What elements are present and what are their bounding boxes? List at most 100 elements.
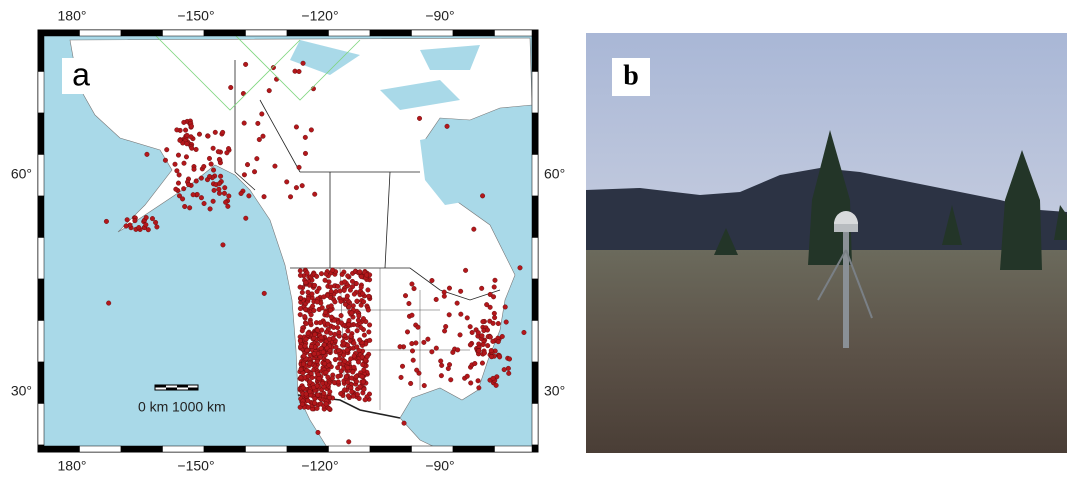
station-dot <box>299 367 304 372</box>
station-dot <box>316 430 321 435</box>
station-dot <box>327 395 332 400</box>
station-dot <box>485 343 490 348</box>
frame-tick <box>38 30 44 72</box>
frame-tick <box>38 321 44 363</box>
frame-tick <box>370 30 412 36</box>
station-dot <box>300 183 305 188</box>
station-dot <box>470 330 475 335</box>
station-dot <box>309 128 314 133</box>
station-dot <box>243 62 248 67</box>
station-dot <box>426 337 431 342</box>
station-dot <box>485 328 490 333</box>
station-dot <box>476 330 481 335</box>
station-dot <box>480 361 485 366</box>
frame-tick <box>80 30 122 36</box>
station-dot <box>500 334 505 339</box>
station-dot <box>339 321 344 326</box>
station-dot <box>357 314 362 319</box>
station-dot <box>309 312 314 317</box>
station-dot <box>163 158 168 163</box>
station-dot <box>458 289 463 294</box>
station-dot <box>326 375 331 380</box>
lon-label: −150° <box>177 458 214 474</box>
station-dot <box>338 289 343 294</box>
station-dot <box>322 295 327 300</box>
station-dot <box>354 379 359 384</box>
station-dot <box>184 155 189 160</box>
station-dot <box>442 329 447 334</box>
station-dot <box>298 312 303 317</box>
station-dot <box>346 394 351 399</box>
station-dot <box>496 339 501 344</box>
station-dot <box>328 285 333 290</box>
station-dot <box>321 350 326 355</box>
station-dot <box>491 321 496 326</box>
lon-label: −120° <box>301 458 338 474</box>
lat-label: 30° <box>11 383 32 399</box>
station-dot <box>271 65 276 70</box>
station-dot <box>226 146 231 151</box>
station-dot <box>320 305 325 310</box>
station-dot <box>314 274 319 279</box>
station-dot <box>465 316 470 321</box>
station-dot <box>455 348 460 353</box>
station-dot <box>491 295 496 300</box>
figure: a 0 km 1000 km 180°−150°−120°−90°180°−15… <box>0 0 1067 478</box>
panel-label: a <box>72 56 90 92</box>
frame-tick <box>163 446 205 452</box>
station-dot <box>451 350 456 355</box>
station-dot <box>336 374 341 379</box>
station-dot <box>211 199 216 204</box>
frame-tick <box>532 279 538 321</box>
station-dot <box>410 282 415 287</box>
station-dot <box>330 268 335 273</box>
station-dot <box>315 300 320 305</box>
station-dot <box>354 374 359 379</box>
station-dot <box>220 130 225 135</box>
station-dot <box>133 218 138 223</box>
station-dot <box>477 386 482 391</box>
station-dot <box>344 374 349 379</box>
station-dot <box>300 328 305 333</box>
frame-tick <box>38 155 44 197</box>
station-dot <box>308 389 313 394</box>
station-dot <box>211 168 216 173</box>
station-dot <box>317 376 322 381</box>
station-dot <box>350 279 355 284</box>
station-dot <box>327 363 332 368</box>
station-dot <box>328 308 333 313</box>
station-dot <box>492 315 497 320</box>
station-dot <box>468 343 473 348</box>
station-dot <box>306 290 311 295</box>
station-dot <box>192 167 197 172</box>
station-dot <box>211 146 216 151</box>
station-dot <box>518 265 523 270</box>
station-dot <box>182 204 187 209</box>
frame-tick <box>204 30 246 36</box>
station-dot <box>318 320 323 325</box>
station-dot <box>494 383 499 388</box>
frame-tick <box>38 72 44 114</box>
station-dot <box>422 383 427 388</box>
station-dot <box>502 367 507 372</box>
station-dot <box>322 343 327 348</box>
station-dot <box>308 380 313 385</box>
station-dot <box>506 371 511 376</box>
station-dot <box>481 342 486 347</box>
station-dot <box>364 273 369 278</box>
station-dot <box>361 299 366 304</box>
station-dot <box>367 330 372 335</box>
station-dot <box>217 157 222 162</box>
frame-tick <box>287 446 329 452</box>
frame-tick <box>38 445 44 452</box>
station-dot <box>489 348 494 353</box>
station-dot <box>361 368 366 373</box>
station-dot <box>307 361 312 366</box>
lat-label: 60° <box>544 166 565 182</box>
lon-label: −90° <box>425 8 454 24</box>
station-dot <box>222 191 227 196</box>
station-dot <box>273 164 278 169</box>
station-dot <box>348 288 353 293</box>
station-dot <box>145 152 150 157</box>
station-dot <box>343 333 348 338</box>
